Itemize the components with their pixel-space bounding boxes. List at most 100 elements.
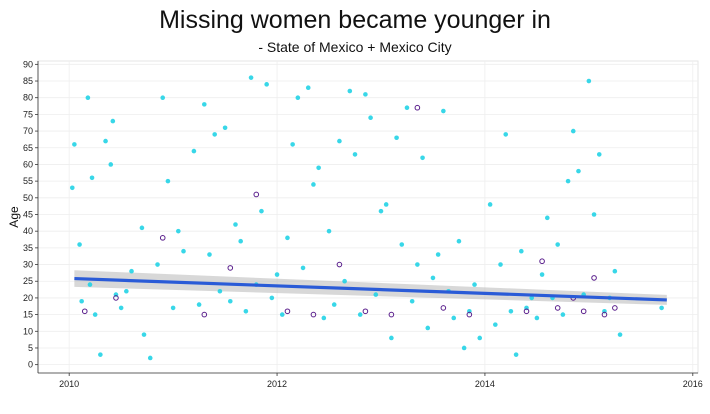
data-point	[207, 252, 212, 257]
data-point	[212, 132, 217, 137]
data-point	[352, 152, 358, 157]
data-point	[477, 335, 483, 341]
data-point	[243, 308, 249, 314]
data-point	[378, 208, 384, 214]
data-point	[87, 282, 93, 287]
data-point	[79, 298, 84, 304]
data-point	[368, 115, 373, 121]
data-points	[69, 75, 664, 361]
data-point	[591, 212, 597, 217]
data-point	[612, 268, 618, 274]
data-point	[570, 128, 576, 134]
data-point	[108, 162, 114, 167]
data-point	[519, 248, 524, 254]
data-point	[269, 295, 275, 301]
overlapping-point	[113, 295, 119, 301]
y-tick-label: 85	[23, 76, 33, 86]
data-point	[383, 202, 389, 207]
y-tick-label: 20	[23, 293, 33, 303]
y-tick-label: 55	[23, 176, 33, 186]
data-point	[430, 275, 436, 281]
data-point	[487, 202, 493, 207]
trend-line	[74, 276, 667, 302]
data-point	[191, 148, 197, 154]
data-point	[321, 315, 327, 321]
y-axis-ticks: 0 5 10 15 20 25 30 35 40 45 50 55 60 65 70 75 80 85 90	[23, 59, 39, 373]
data-point	[165, 178, 171, 184]
y-tick-label: 15	[23, 310, 33, 320]
y-tick-label: 0	[28, 360, 33, 370]
y-tick-label: 30	[23, 260, 33, 270]
y-tick-label: 90	[23, 59, 33, 69]
chart-title: Missing women became younger in	[159, 6, 551, 34]
data-point	[389, 335, 394, 341]
data-point	[92, 312, 98, 317]
data-point	[227, 298, 233, 304]
data-point	[576, 168, 581, 174]
data-point	[337, 138, 342, 144]
data-point	[103, 138, 108, 144]
data-point	[155, 262, 160, 267]
data-point	[555, 242, 560, 247]
data-point	[513, 352, 519, 357]
data-point	[181, 248, 186, 254]
overlapping-point	[201, 311, 208, 318]
data-point	[456, 238, 462, 244]
y-tick-label: 65	[23, 143, 33, 153]
data-point	[279, 312, 285, 317]
y-tick-label: 10	[23, 326, 33, 336]
data-point	[342, 278, 347, 284]
overlapping-point	[284, 308, 291, 315]
overlapping-point	[580, 308, 587, 315]
x-tick-label: 2016	[683, 379, 703, 389]
data-point	[89, 175, 95, 181]
data-point	[217, 288, 223, 294]
data-point	[451, 315, 457, 321]
overlapping-point	[440, 305, 447, 311]
data-point	[493, 322, 498, 327]
data-point	[544, 215, 550, 221]
data-point	[110, 118, 116, 124]
data-point	[170, 305, 176, 311]
data-point	[503, 132, 509, 137]
confidence-band	[74, 270, 667, 305]
plot-panel	[37, 60, 699, 374]
y-tick-label: 80	[23, 93, 33, 103]
y-tick-label: 50	[23, 193, 33, 203]
y-tick-label: 60	[23, 159, 33, 169]
data-point	[295, 95, 301, 101]
overlapping-point	[466, 311, 473, 318]
data-point	[129, 268, 134, 274]
data-point	[529, 295, 535, 301]
overlapping-point	[539, 258, 545, 265]
data-point	[248, 75, 254, 80]
data-point	[415, 262, 420, 267]
data-point	[441, 108, 446, 114]
data-point	[399, 242, 405, 247]
confidence-band-area	[74, 270, 667, 305]
data-point	[539, 272, 545, 277]
y-tick-label: 75	[23, 109, 33, 119]
data-point	[85, 95, 91, 101]
data-point	[196, 302, 202, 307]
data-point	[363, 92, 368, 97]
data-point	[69, 185, 75, 191]
y-tick-label: 70	[23, 126, 33, 136]
data-point	[311, 182, 316, 187]
data-point	[498, 262, 503, 267]
overlapping-point	[523, 308, 530, 315]
y-tick-label: 35	[23, 243, 33, 253]
overlapping-point	[310, 311, 317, 318]
data-point	[305, 85, 311, 90]
overlapping-point	[612, 305, 618, 311]
data-point	[259, 208, 264, 214]
data-point	[565, 178, 571, 184]
data-point	[238, 238, 243, 244]
data-point	[160, 95, 166, 101]
overlapping-point	[362, 308, 369, 315]
x-axis-ticks: 2010 2012 2014 2016	[38, 372, 703, 389]
data-point	[141, 332, 147, 337]
overlapping-point	[554, 305, 561, 311]
y-tick-label: 45	[23, 209, 33, 219]
